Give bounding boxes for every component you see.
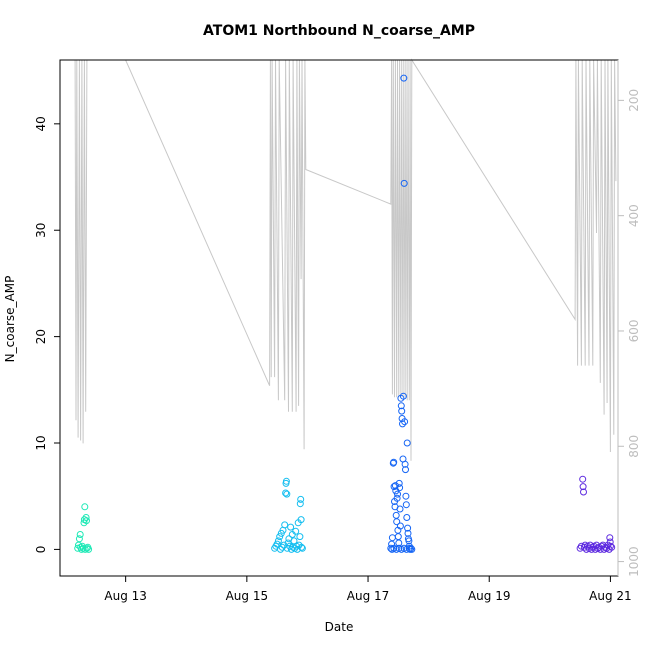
y-tick-label: 20 [34, 329, 48, 344]
y-tick-label: 40 [34, 116, 48, 131]
series-3 [387, 74, 416, 553]
data-point [274, 537, 282, 545]
y-axis-right: 200 400 600 800 1000 [617, 60, 641, 577]
data-point [400, 74, 408, 82]
data-point [281, 521, 289, 529]
data-point [282, 489, 290, 497]
data-point [273, 540, 281, 548]
data-point [580, 488, 587, 496]
data-point [393, 494, 401, 502]
data-point [394, 533, 402, 541]
x-tick-label: Aug 17 [347, 589, 390, 603]
data-point [401, 460, 409, 468]
y-tick-label: 0 [34, 546, 48, 554]
data-point [399, 420, 406, 428]
data-point [296, 500, 304, 508]
depth-line [74, 58, 617, 461]
data-point [403, 514, 411, 521]
chart-title: ATOM1 Northbound N_coarse_AMP [203, 23, 475, 39]
data-point [390, 458, 398, 466]
data-point [83, 517, 90, 525]
right-tick-label: 600 [627, 320, 641, 343]
data-point [395, 539, 403, 547]
series-4 [576, 475, 616, 553]
y-axis-left: 0 10 20 30 40 [34, 116, 60, 553]
data-point [292, 527, 300, 535]
data-point [606, 538, 614, 546]
data-point [402, 492, 410, 500]
data-point [392, 511, 400, 519]
data-point [396, 522, 404, 530]
data-point [393, 518, 401, 526]
data-point [606, 534, 614, 542]
data-point [397, 402, 405, 410]
data-point [404, 524, 412, 532]
data-point [579, 483, 587, 491]
data-point [579, 475, 587, 483]
data-point [277, 545, 284, 553]
data-point [407, 544, 415, 552]
data-point [289, 543, 297, 551]
data-point [282, 477, 290, 485]
points-layer [74, 74, 616, 553]
data-point [82, 514, 90, 521]
x-axis-label: Date [325, 620, 354, 634]
data-point [402, 501, 410, 509]
data-point [408, 545, 416, 553]
x-tick-label: Aug 19 [468, 589, 511, 603]
depth-line-layer [74, 58, 617, 461]
data-point [400, 179, 408, 187]
x-axis: Aug 13 Aug 15 Aug 17 Aug 19 Aug 21 [104, 576, 632, 603]
data-point [297, 495, 305, 503]
data-point [405, 537, 413, 545]
right-tick-label: 1000 [627, 546, 641, 577]
x-tick-label: Aug 13 [104, 589, 147, 603]
x-tick-label: Aug 15 [226, 589, 269, 603]
data-point [398, 407, 406, 415]
plot-frame [59, 59, 619, 577]
data-point [283, 490, 291, 498]
data-point [278, 543, 286, 551]
data-point [76, 531, 84, 538]
y-axis-label: N_coarse_AMP [3, 276, 17, 363]
right-tick-label: 400 [627, 204, 641, 227]
data-point [296, 533, 304, 541]
data-point [396, 484, 404, 492]
x-tick-label: Aug 21 [589, 589, 632, 603]
data-point [606, 542, 614, 550]
data-point [391, 482, 399, 490]
right-tick-label: 200 [627, 89, 641, 112]
data-point [401, 418, 409, 426]
data-point [297, 516, 305, 524]
data-point [394, 490, 401, 498]
data-point [399, 392, 407, 400]
y-tick-label: 30 [34, 223, 48, 238]
data-point [81, 503, 89, 511]
data-point [388, 534, 396, 542]
data-point [298, 544, 306, 552]
data-point [404, 529, 412, 537]
data-point [75, 535, 83, 543]
data-point [396, 505, 404, 513]
series-1 [74, 503, 93, 553]
data-point [403, 439, 411, 447]
data-point [395, 479, 403, 487]
right-tick-label: 800 [627, 435, 641, 458]
data-point [85, 545, 93, 553]
y-tick-label: 10 [34, 435, 48, 450]
data-point [293, 545, 301, 553]
data-point [287, 523, 295, 531]
data-point [83, 544, 91, 552]
data-point [298, 543, 305, 551]
series-2 [271, 477, 306, 553]
data-point [402, 466, 409, 474]
